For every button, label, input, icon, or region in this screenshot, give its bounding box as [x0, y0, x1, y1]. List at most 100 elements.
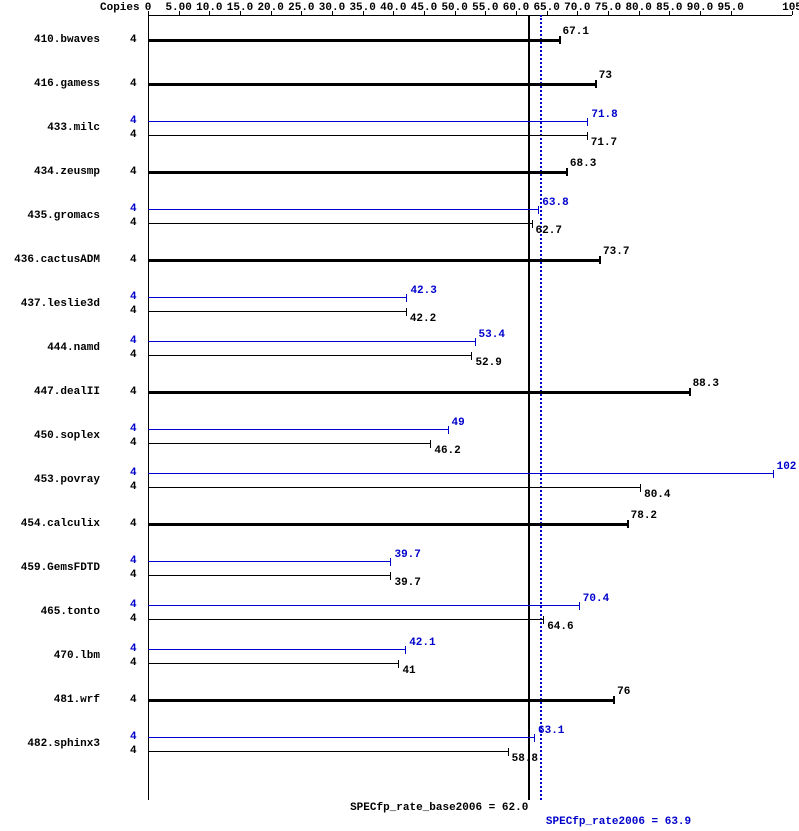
value-label-base: 88.3	[693, 378, 719, 390]
value-label-base: 42.2	[410, 313, 436, 325]
benchmark-label: 433.milc	[0, 122, 100, 134]
bar-base	[148, 391, 690, 394]
x-tick-label: 105	[782, 2, 799, 14]
copies-value-base: 4	[130, 349, 137, 361]
bar-base	[148, 171, 567, 174]
benchmark-label: 410.bwaves	[0, 34, 100, 46]
x-tick-label: 65.0	[533, 2, 559, 14]
x-tick-label: 25.0	[288, 2, 314, 14]
copies-value-base: 4	[130, 78, 137, 90]
x-tick-label: 5.00	[165, 2, 191, 14]
x-tick-label: 85.0	[656, 2, 682, 14]
bar-base-cap	[559, 36, 561, 44]
benchmark-label: 447.dealII	[0, 386, 100, 398]
x-axis-line	[148, 15, 792, 16]
bar-peak	[148, 209, 539, 210]
bar-peak	[148, 121, 588, 122]
bar-peak	[148, 429, 449, 430]
bar-base	[148, 83, 596, 86]
copies-value-peak: 4	[130, 203, 137, 215]
value-label-peak: 49	[452, 417, 465, 429]
value-label-peak: 39.7	[394, 549, 420, 561]
bar-base	[148, 39, 560, 42]
value-label-base: 58.8	[512, 753, 538, 765]
bar-base-cap	[689, 388, 691, 396]
copies-value-base: 4	[130, 481, 137, 493]
copies-value-peak: 4	[130, 643, 137, 655]
copies-value-base: 4	[130, 34, 137, 46]
copies-value-peak: 4	[130, 291, 137, 303]
value-label-peak: 42.3	[410, 285, 436, 297]
copies-value-peak: 4	[130, 599, 137, 611]
bar-base	[148, 619, 544, 620]
benchmark-label: 481.wrf	[0, 694, 100, 706]
bar-peak-cap	[773, 470, 774, 478]
benchmark-label: 453.povray	[0, 474, 100, 486]
copies-value-base: 4	[130, 437, 137, 449]
bar-base	[148, 751, 509, 752]
bar-peak-cap	[390, 558, 391, 566]
benchmark-label: 436.cactusADM	[0, 254, 100, 266]
value-label-base: 80.4	[644, 489, 670, 501]
x-tick-label: 30.0	[319, 2, 345, 14]
copies-value-base: 4	[130, 657, 137, 669]
benchmark-label: 465.tonto	[0, 606, 100, 618]
bar-base	[148, 223, 533, 224]
x-tick-label: 10.0	[196, 2, 222, 14]
benchmark-label: 437.leslie3d	[0, 298, 100, 310]
copies-value-base: 4	[130, 305, 137, 317]
benchmark-label: 434.zeusmp	[0, 166, 100, 178]
bar-base-cap	[532, 220, 533, 228]
benchmark-label: 454.calculix	[0, 518, 100, 530]
value-label-base: 46.2	[434, 445, 460, 457]
value-label-base: 78.2	[631, 510, 657, 522]
bar-base-cap	[406, 308, 407, 316]
value-label-peak: 70.4	[583, 593, 609, 605]
bar-peak-cap	[579, 602, 580, 610]
value-label-base: 64.6	[547, 621, 573, 633]
bar-base-cap	[430, 440, 431, 448]
value-label-base: 73.7	[603, 246, 629, 258]
bar-peak-cap	[475, 338, 476, 346]
x-tick-label: 95.0	[717, 2, 743, 14]
copies-value-base: 4	[130, 569, 137, 581]
spec-benchmark-chart: Copies05.0010.015.020.025.030.035.040.04…	[0, 0, 799, 831]
copies-value-base: 4	[130, 613, 137, 625]
benchmark-label: 482.sphinx3	[0, 738, 100, 750]
bar-base	[148, 487, 641, 488]
copies-value-base: 4	[130, 129, 137, 141]
bar-base	[148, 311, 407, 312]
x-tick-label: 55.0	[472, 2, 498, 14]
bar-base-cap	[390, 572, 391, 580]
benchmark-label: 444.namd	[0, 342, 100, 354]
value-label-base: 67.1	[563, 26, 589, 38]
copies-value-peak: 4	[130, 467, 137, 479]
bar-peak	[148, 737, 535, 738]
value-label-base: 62.7	[536, 225, 562, 237]
bar-base	[148, 575, 391, 576]
benchmark-label: 435.gromacs	[0, 210, 100, 222]
benchmark-label: 416.gamess	[0, 78, 100, 90]
copies-value-peak: 4	[130, 423, 137, 435]
value-label-peak: 63.1	[538, 725, 564, 737]
bar-peak-cap	[448, 426, 449, 434]
value-label-peak: 42.1	[409, 637, 435, 649]
bar-base-cap	[543, 616, 544, 624]
bar-peak-cap	[405, 646, 406, 654]
x-tick-label: 70.0	[564, 2, 590, 14]
bar-peak	[148, 473, 774, 474]
benchmark-label: 450.soplex	[0, 430, 100, 442]
bar-base-cap	[398, 660, 399, 668]
bar-base	[148, 135, 588, 136]
copies-header: Copies	[100, 2, 140, 14]
value-label-peak: 63.8	[542, 197, 568, 209]
bar-base-cap	[595, 80, 597, 88]
ref-line-base	[528, 15, 530, 800]
copies-value-base: 4	[130, 166, 137, 178]
value-label-base: 68.3	[570, 158, 596, 170]
value-label-peak: 102	[777, 461, 797, 473]
value-label-peak: 53.4	[479, 329, 505, 341]
bar-peak-cap	[587, 118, 588, 126]
copies-value-base: 4	[130, 386, 137, 398]
bar-peak	[148, 561, 391, 562]
